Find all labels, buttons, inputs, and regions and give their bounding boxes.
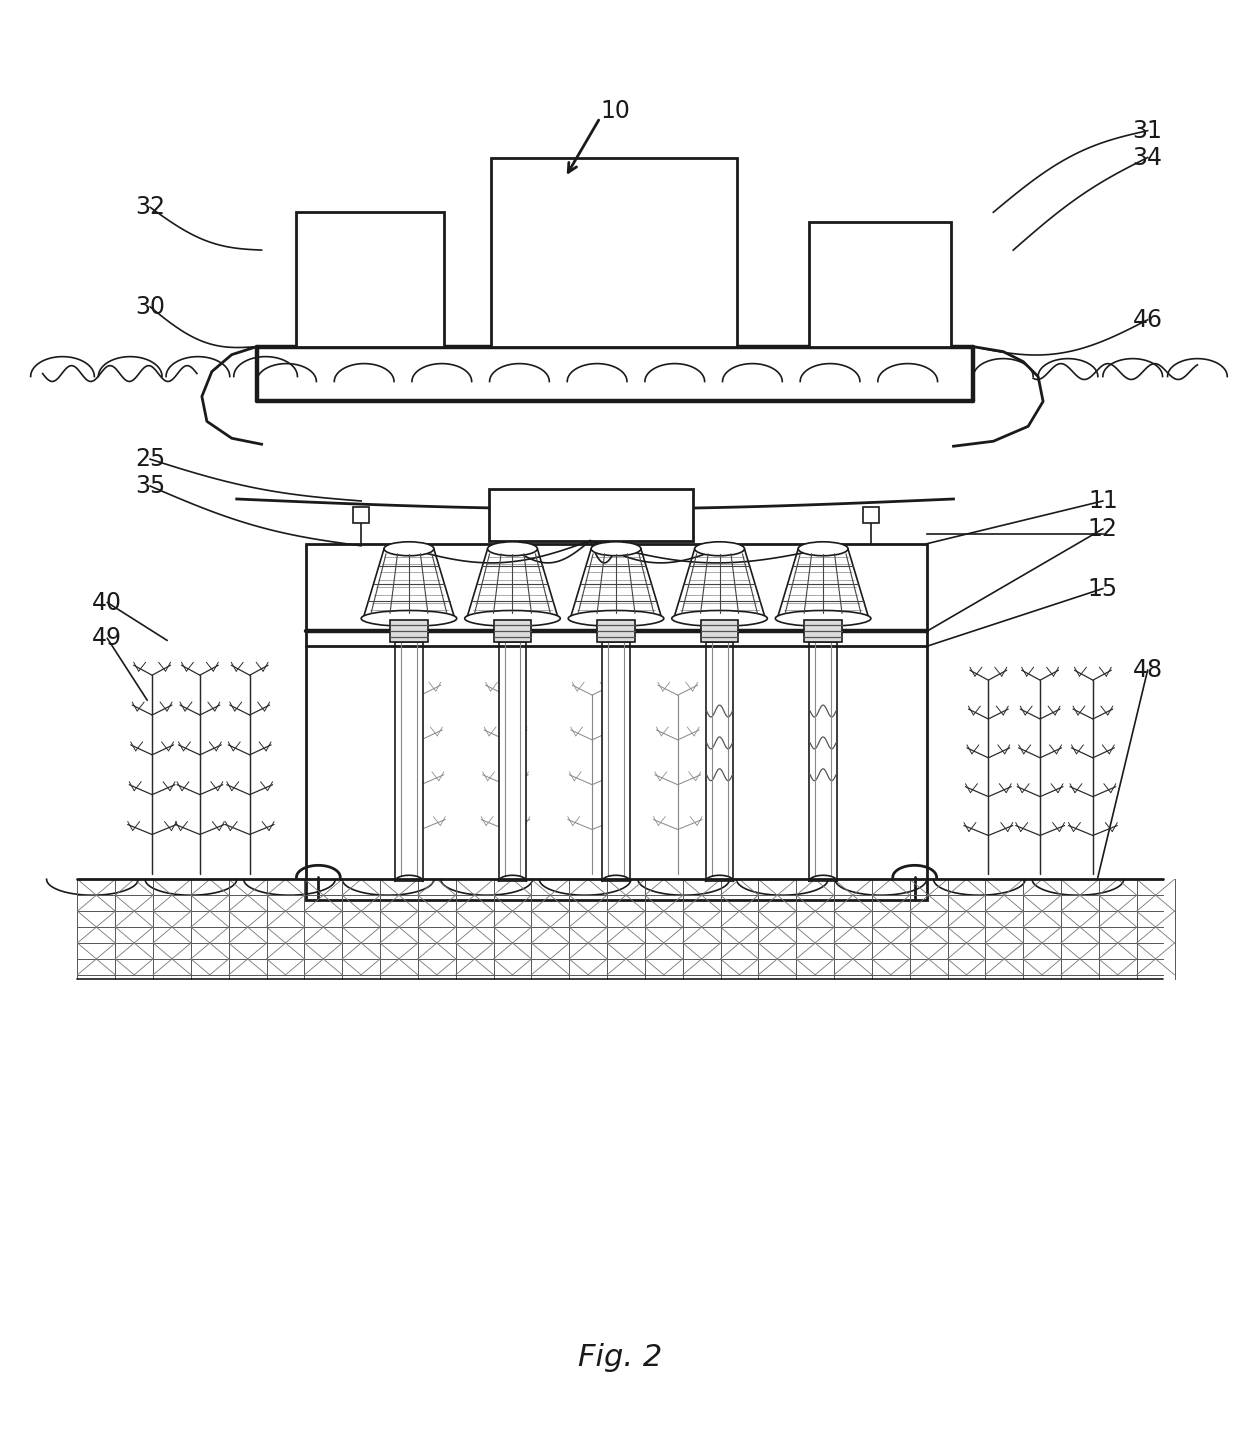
Bar xyxy=(810,642,837,882)
Ellipse shape xyxy=(775,610,870,626)
Ellipse shape xyxy=(465,610,560,626)
Text: Fig. 2: Fig. 2 xyxy=(578,1343,662,1371)
Bar xyxy=(353,507,370,523)
Text: 46: 46 xyxy=(1132,307,1163,332)
Bar xyxy=(863,507,879,523)
Text: 31: 31 xyxy=(1132,119,1163,142)
Ellipse shape xyxy=(487,541,537,556)
Ellipse shape xyxy=(799,541,848,556)
Text: 34: 34 xyxy=(1132,145,1163,169)
Bar xyxy=(603,642,630,882)
Text: 40: 40 xyxy=(92,590,123,615)
Bar xyxy=(706,642,734,882)
Ellipse shape xyxy=(591,541,641,556)
Bar xyxy=(498,642,527,882)
Text: 11: 11 xyxy=(1087,490,1117,513)
Text: 12: 12 xyxy=(1087,517,1117,541)
Text: 49: 49 xyxy=(92,626,123,651)
Text: 10: 10 xyxy=(600,99,630,122)
Ellipse shape xyxy=(568,610,663,626)
Text: 25: 25 xyxy=(135,447,165,471)
Text: 32: 32 xyxy=(135,195,165,220)
Ellipse shape xyxy=(672,610,768,626)
Text: 35: 35 xyxy=(135,474,165,498)
Bar xyxy=(701,620,739,642)
Bar xyxy=(805,620,842,642)
Ellipse shape xyxy=(694,541,744,556)
Text: 30: 30 xyxy=(135,294,165,319)
Text: 48: 48 xyxy=(1132,658,1163,682)
Bar xyxy=(491,158,738,346)
Ellipse shape xyxy=(384,541,434,556)
Text: 15: 15 xyxy=(1087,577,1118,600)
Bar xyxy=(598,620,635,642)
Bar xyxy=(396,642,423,882)
Bar xyxy=(489,490,693,541)
Ellipse shape xyxy=(361,610,456,626)
Bar xyxy=(391,620,428,642)
Bar xyxy=(296,213,444,346)
Bar xyxy=(494,620,532,642)
Bar xyxy=(306,544,926,900)
Bar xyxy=(810,223,951,346)
